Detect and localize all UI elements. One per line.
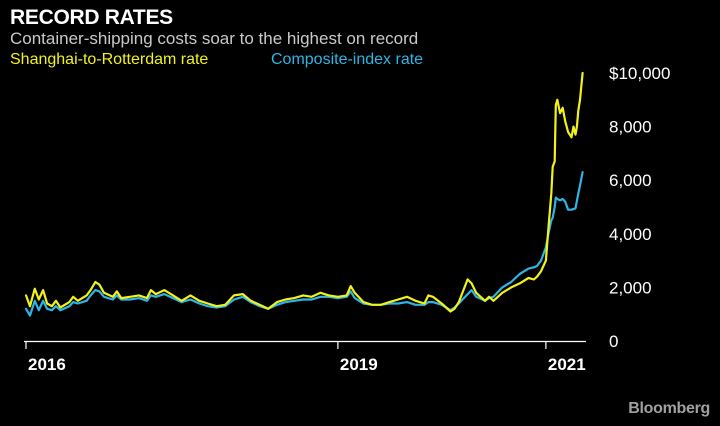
bloomberg-logo: Bloomberg [628,400,710,417]
y-axis: 0 2,000 4,000 6,000 8,000 $10,000 [609,64,670,351]
x-tick-label: 2016 [28,355,66,374]
y-tick-label: 8,000 [609,118,652,137]
y-tick-label: 2,000 [609,278,652,297]
y-tick-label: 0 [609,332,618,351]
x-tick-label: 2019 [340,355,378,374]
x-axis: 2016 2019 2021 [24,340,586,374]
chart-title: RECORD RATES [10,6,173,29]
legend-item-composite-index: Composite-index rate [271,51,424,68]
series-line-shanghai-rotterdam [24,71,584,313]
legend-item-shanghai-rotterdam: Shanghai-to-Rotterdam rate [10,51,209,68]
y-tick-label: $10,000 [609,64,670,83]
x-tick-label: 2021 [548,355,586,374]
chart-subtitle: Container-shipping costs soar to the hig… [10,29,419,48]
y-tick-label: 4,000 [609,225,652,244]
series-lines [24,71,584,317]
series-line-composite-index [24,171,584,317]
y-tick-label: 6,000 [609,171,652,190]
